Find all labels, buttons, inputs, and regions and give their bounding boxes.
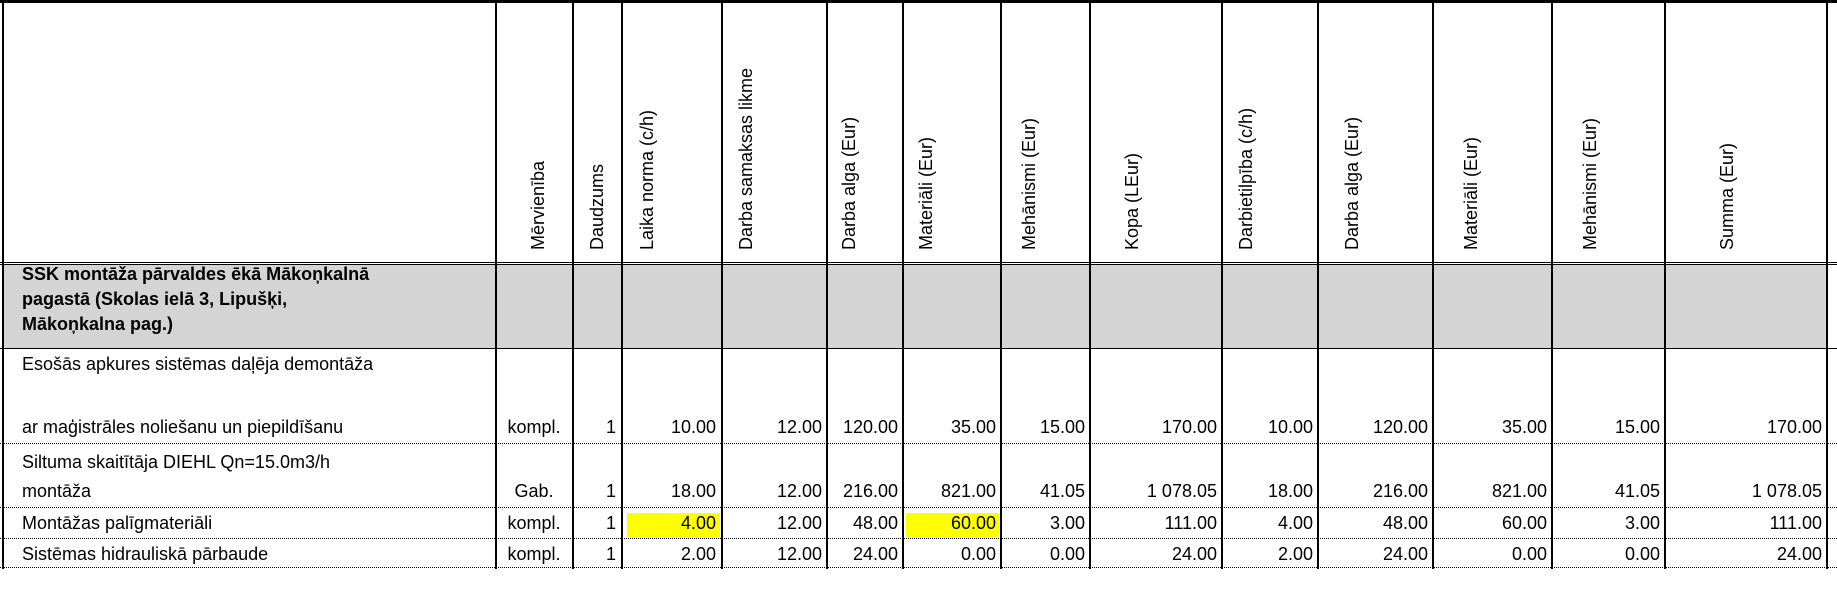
grid-line xyxy=(826,0,828,569)
cell-value: 1 078.05 xyxy=(1751,481,1822,501)
cell-value: 0.00 xyxy=(1624,544,1660,564)
cell-value: 2.00 xyxy=(1277,544,1313,564)
grid-line xyxy=(721,0,723,569)
cell-value: 4.00 xyxy=(1277,513,1313,533)
row-description: Sistēmas hidrauliskā pārbaude xyxy=(22,544,269,564)
highlight-materiali xyxy=(906,513,999,537)
cell-value: 18.00 xyxy=(670,481,716,501)
grid-line xyxy=(0,507,1837,508)
cell-value: 111.00 xyxy=(1769,513,1822,533)
cell-value: 15.00 xyxy=(1039,417,1085,437)
cell-value: 821.00 xyxy=(940,481,996,501)
header-cell: Summa (Eur) xyxy=(1717,142,1737,250)
header-cell: Darba alga (Eur) xyxy=(1342,116,1362,250)
cell-value: 3.00 xyxy=(1624,513,1660,533)
cell-value: 60.00 xyxy=(1501,513,1547,533)
grid-line xyxy=(0,567,1837,568)
cell-value: 15.00 xyxy=(1614,417,1660,437)
grid-line xyxy=(1551,0,1553,569)
cell-value: 24.00 xyxy=(1776,544,1822,564)
cell-qty: 1 xyxy=(605,417,616,437)
grid-line xyxy=(621,0,623,569)
cell-value: 24.00 xyxy=(1171,544,1217,564)
row-description: Siltuma skaitītāja DIEHL Qn=15.0m3/h xyxy=(22,452,330,472)
cell-qty: 1 xyxy=(605,481,616,501)
cell-value: 60.00 xyxy=(950,513,996,533)
grid-line xyxy=(2,0,4,569)
cell-value: 41.05 xyxy=(1039,481,1085,501)
header-cell: Materiāli (Eur) xyxy=(1461,136,1481,250)
cell-value: 821.00 xyxy=(1491,481,1547,501)
grid-line xyxy=(572,0,574,569)
cell-unit: kompl. xyxy=(507,417,561,437)
grid-line xyxy=(1089,0,1091,569)
section-title: SSK montāža pārvaldes ēkā Mākoņkalnā pag… xyxy=(22,264,370,334)
grid-line xyxy=(0,264,1837,265)
header-cell: Darbietilpība (c/h) xyxy=(1236,107,1256,250)
cell-unit: Gab. xyxy=(514,481,554,501)
header-cell: Materiāli (Eur) xyxy=(916,136,936,250)
cell-unit: kompl. xyxy=(507,544,561,564)
grid-line xyxy=(902,0,904,569)
grid-line xyxy=(1664,0,1666,569)
cell-value: 0.00 xyxy=(1511,544,1547,564)
cell-value: 48.00 xyxy=(852,513,898,533)
row-description: montāža xyxy=(22,481,92,501)
cell-value: 170.00 xyxy=(1161,417,1217,437)
cell-value: 12.00 xyxy=(776,544,822,564)
cell-value: 35.00 xyxy=(950,417,996,437)
cell-value: 1 078.05 xyxy=(1146,481,1217,501)
cell-value: 216.00 xyxy=(1372,481,1428,501)
header-cell: Darba alga (Eur) xyxy=(839,116,859,250)
row-description: Montāžas palīgmateriāli xyxy=(22,513,213,533)
grid-line xyxy=(1826,0,1828,569)
row-description: Esošās apkures sistēmas daļēja demontāža xyxy=(22,354,374,374)
cell-value: 216.00 xyxy=(842,481,898,501)
grid-line xyxy=(495,0,497,569)
cell-qty: 1 xyxy=(605,544,616,564)
cell-value: 35.00 xyxy=(1501,417,1547,437)
cell-value: 120.00 xyxy=(1372,417,1428,437)
grid-line xyxy=(1317,0,1319,569)
cell-value: 12.00 xyxy=(776,513,822,533)
grid-line xyxy=(0,262,1837,263)
cell-value: 41.05 xyxy=(1614,481,1660,501)
highlight-laika-norma xyxy=(627,513,720,537)
cell-value: 4.00 xyxy=(680,513,716,533)
cell-value: 3.00 xyxy=(1049,513,1085,533)
grid-line xyxy=(1221,0,1223,569)
cell-value: 10.00 xyxy=(670,417,716,437)
cell-value: 24.00 xyxy=(1382,544,1428,564)
cell-value: 48.00 xyxy=(1382,513,1428,533)
cell-value: 120.00 xyxy=(842,417,898,437)
header-cell: Kopa (LEur) xyxy=(1122,152,1142,250)
cell-value: 18.00 xyxy=(1267,481,1313,501)
header-cell: Mērvienība xyxy=(528,160,548,250)
cell-value: 0.00 xyxy=(1049,544,1085,564)
cell-value: 12.00 xyxy=(776,417,822,437)
grid-line xyxy=(1432,0,1434,569)
grid-line xyxy=(1000,0,1002,569)
grid-line xyxy=(0,348,1837,349)
cell-value: 10.00 xyxy=(1267,417,1313,437)
cell-value: 12.00 xyxy=(776,481,822,501)
cell-value: 24.00 xyxy=(852,544,898,564)
header-cell: Darba samaksas likme xyxy=(736,67,756,250)
cell-value: 170.00 xyxy=(1766,417,1822,437)
header-cell: Mehānismi (Eur) xyxy=(1580,117,1600,250)
grid-line xyxy=(0,0,1837,3)
cell-value: 0.00 xyxy=(960,544,996,564)
cell-qty: 1 xyxy=(605,513,616,533)
cell-unit: kompl. xyxy=(507,513,561,533)
row-description: ar maģistrāles noliešanu un piepildīšanu xyxy=(22,417,344,437)
grid-line xyxy=(0,538,1837,539)
cell-value: 2.00 xyxy=(680,544,716,564)
header-cell: Mehānismi (Eur) xyxy=(1019,117,1039,250)
grid-line xyxy=(0,443,1837,444)
header-cell: Laika norma (c/h) xyxy=(637,109,657,250)
header-cell: Daudzums xyxy=(587,163,607,250)
cell-value: 111.00 xyxy=(1164,513,1217,533)
